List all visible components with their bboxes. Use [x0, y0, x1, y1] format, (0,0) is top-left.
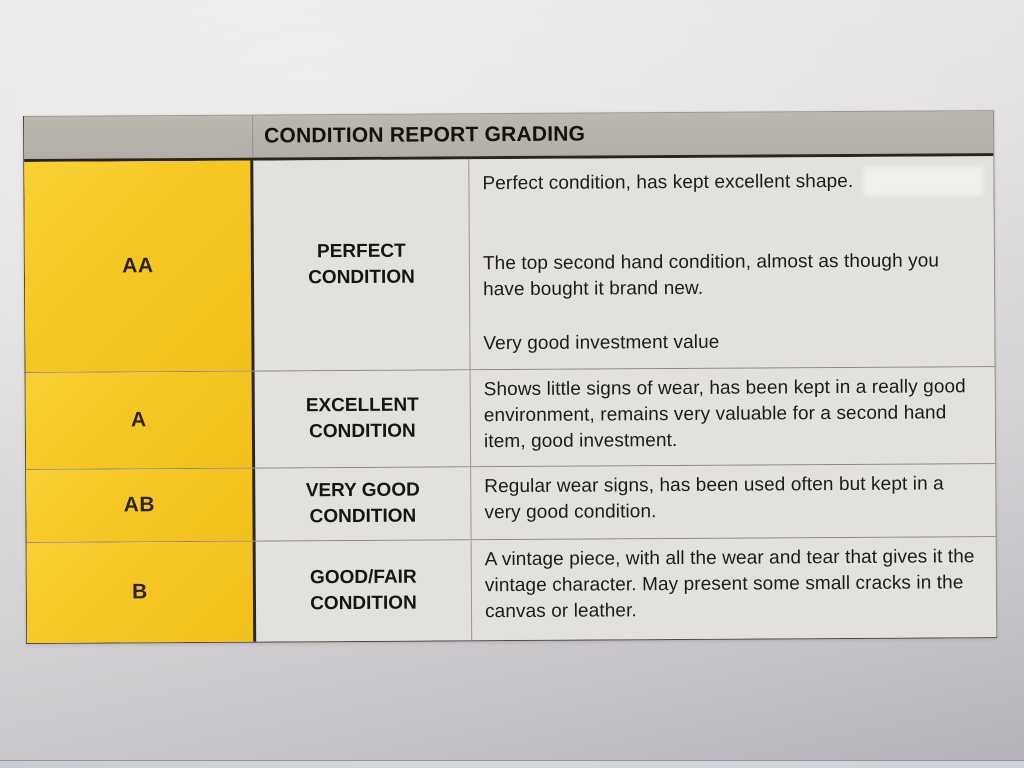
table-header-row: CONDITION REPORT GRADING: [23, 110, 994, 162]
condition-cell-aa: PERFECT CONDITION: [253, 159, 471, 371]
description-paragraph: A vintage piece, with all the wear and t…: [484, 546, 975, 623]
table-row-ab: AB VERY GOOD CONDITION Regular wear sign…: [26, 464, 996, 543]
grade-cell-a: A: [25, 371, 256, 469]
condition-label: EXCELLENT CONDITION: [305, 394, 419, 443]
table-row-b: B GOOD/FAIR CONDITION A vintage piece, w…: [26, 537, 997, 643]
grade-cell-ab: AB: [26, 468, 256, 542]
description-paragraph: Very good investment value: [483, 331, 720, 355]
condition-label: PERFECT CONDITION: [308, 240, 415, 289]
description-paragraph: Regular wear signs, has been used often …: [484, 473, 944, 524]
condition-cell-ab: VERY GOOD CONDITION: [255, 467, 472, 541]
description-cell-aa: Perfect condition, has kept excellent sh…: [469, 156, 994, 369]
condition-cell-a: EXCELLENT CONDITION: [254, 370, 472, 468]
condition-grading-table: CONDITION REPORT GRADING AA PERFECT COND…: [23, 110, 998, 644]
description-paragraph: Perfect condition, has kept excellent sh…: [482, 170, 854, 195]
grade-cell-aa: AA: [24, 160, 255, 372]
description-paragraph: Shows little signs of wear, has been kep…: [483, 376, 966, 453]
header-empty-cell: [24, 115, 254, 159]
condition-cell-b: GOOD/FAIR CONDITION: [255, 540, 473, 642]
description-cell-b: A vintage piece, with all the wear and t…: [472, 537, 997, 640]
condition-label: GOOD/FAIR CONDITION: [309, 566, 417, 615]
grade-cell-b: B: [26, 541, 257, 643]
table-row-a: A EXCELLENT CONDITION Shows little signs…: [25, 367, 996, 470]
description-cell-a: Shows little signs of wear, has been kep…: [471, 367, 996, 466]
description-cell-ab: Regular wear signs, has been used often …: [471, 464, 995, 539]
table-row-aa: AA PERFECT CONDITION Perfect condition, …: [24, 156, 995, 373]
description-paragraph: The top second hand condition, almost as…: [482, 250, 940, 301]
table-title: CONDITION REPORT GRADING: [264, 122, 586, 148]
condition-label: VERY GOOD CONDITION: [305, 479, 420, 528]
